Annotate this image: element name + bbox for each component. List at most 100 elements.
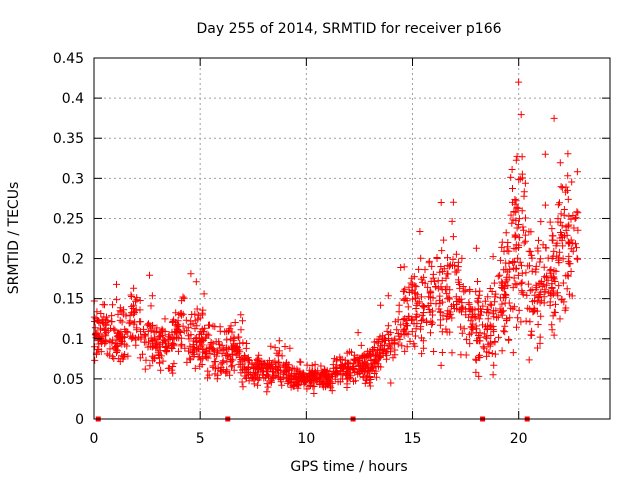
data-point — [159, 357, 167, 365]
data-point — [556, 218, 564, 226]
data-point — [212, 365, 219, 373]
data-point — [361, 368, 368, 376]
data-point — [282, 360, 290, 368]
data-point — [420, 309, 427, 316]
data-point — [548, 225, 556, 233]
data-point — [237, 326, 245, 334]
data-point — [504, 268, 512, 276]
data-point — [211, 350, 219, 358]
data-point — [266, 361, 274, 369]
data-point — [387, 329, 395, 337]
data-point — [467, 317, 475, 325]
data-point — [420, 344, 428, 352]
data-point — [502, 278, 510, 286]
data-point — [332, 368, 340, 376]
data-point — [522, 237, 529, 245]
data-point — [487, 332, 495, 339]
data-point — [207, 340, 215, 348]
data-point — [307, 376, 315, 384]
data-point — [463, 336, 471, 344]
data-point — [398, 342, 406, 350]
data-point — [550, 114, 558, 122]
data-point — [565, 252, 573, 260]
y-tick-label: 0.05 — [53, 372, 84, 388]
data-point — [381, 341, 388, 349]
data-point — [373, 338, 381, 345]
data-point — [276, 363, 284, 371]
data-point — [201, 324, 209, 332]
data-point — [495, 333, 502, 341]
data-point — [107, 324, 114, 332]
data-point — [166, 364, 174, 372]
data-point — [532, 281, 540, 289]
data-point — [419, 278, 426, 286]
data-point — [199, 346, 207, 353]
data-point — [242, 368, 250, 376]
data-point — [412, 313, 420, 321]
data-point — [113, 280, 120, 288]
data-point — [571, 215, 579, 223]
data-point — [219, 359, 227, 367]
data-point — [312, 374, 320, 382]
data-point — [277, 376, 285, 383]
data-point — [472, 314, 480, 322]
data-point — [564, 150, 572, 158]
data-point — [399, 316, 407, 323]
x-tick-label: 0 — [90, 431, 99, 447]
x-tick-label: 5 — [196, 431, 205, 447]
data-point — [460, 325, 468, 333]
data-point — [534, 344, 541, 352]
data-point — [185, 335, 193, 343]
data-point — [268, 360, 275, 368]
data-point — [323, 374, 331, 382]
data-point — [343, 349, 351, 357]
data-point — [200, 290, 208, 298]
data-point — [457, 323, 465, 331]
data-point — [536, 255, 544, 263]
data-point — [205, 331, 213, 339]
data-point — [438, 277, 446, 285]
data-point — [543, 281, 551, 289]
data-point — [96, 326, 104, 334]
data-point — [448, 314, 456, 322]
data-point — [418, 350, 426, 358]
data-point — [116, 357, 124, 365]
data-point — [231, 344, 239, 352]
data-point — [214, 371, 222, 379]
data-point — [254, 364, 262, 372]
data-point — [367, 351, 374, 359]
data-point — [518, 207, 526, 215]
data-point — [400, 331, 408, 339]
data-point — [519, 290, 527, 298]
data-points — [90, 78, 582, 397]
data-point — [521, 231, 529, 239]
data-point — [255, 351, 263, 359]
data-point — [293, 365, 301, 373]
data-point — [483, 309, 491, 317]
data-point — [466, 340, 474, 348]
data-point — [424, 283, 432, 291]
data-point — [287, 375, 295, 383]
data-point — [536, 339, 544, 347]
data-point — [429, 319, 436, 327]
data-point — [245, 357, 253, 365]
data-point — [570, 224, 578, 232]
data-point — [512, 156, 520, 164]
data-point — [101, 316, 109, 324]
data-point — [223, 358, 231, 366]
data-point — [198, 336, 206, 344]
data-point — [289, 382, 297, 390]
data-point — [552, 300, 559, 308]
data-point — [263, 388, 271, 396]
data-point — [275, 359, 283, 367]
data-point — [437, 263, 445, 270]
data-point — [488, 350, 496, 357]
data-point — [367, 360, 375, 368]
data-point — [573, 244, 580, 252]
data-point — [458, 254, 466, 262]
data-point — [443, 315, 451, 323]
data-point — [412, 332, 419, 340]
data-point — [275, 367, 283, 375]
data-point — [156, 329, 164, 337]
data-point — [317, 378, 325, 386]
